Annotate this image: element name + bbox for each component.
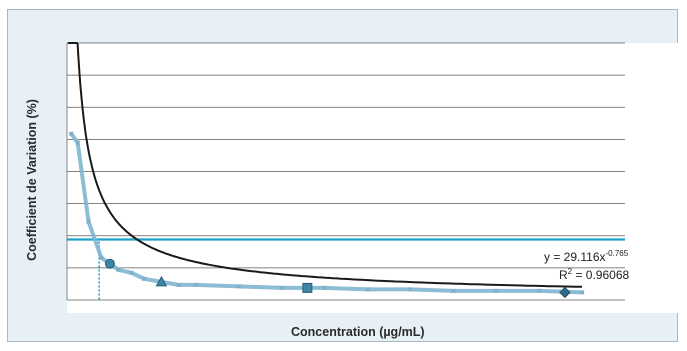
circle-marker — [105, 259, 114, 268]
x-axis-title: Concentration (µg/mL) — [291, 325, 425, 339]
trendline-equation: y = 29.116x-0.765 — [544, 249, 628, 264]
r-squared-label: R2 = 0.96068 — [559, 267, 629, 282]
chart-frame: Coefficient de Variation (%) Concentrati… — [7, 9, 678, 342]
square-marker — [303, 283, 312, 292]
chart-svg — [8, 10, 679, 343]
y-axis-title: Coefficient de Variation (%) — [25, 99, 39, 261]
